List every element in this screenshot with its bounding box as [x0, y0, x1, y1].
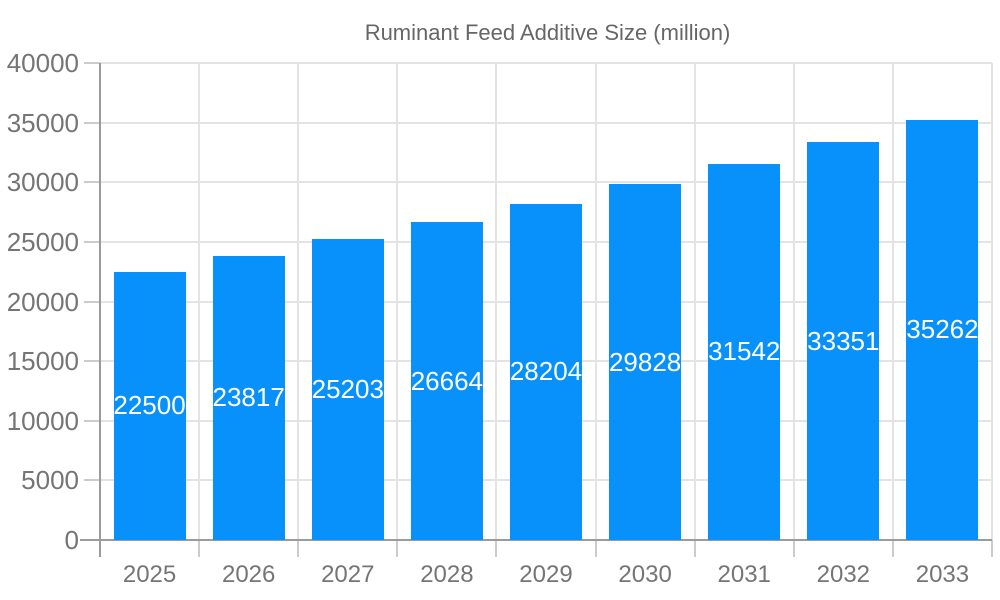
bar-value-label: 35262 — [906, 314, 979, 345]
x-axis-line — [80, 539, 992, 541]
x-tick-label: 2028 — [420, 561, 474, 588]
y-tick-label: 5000 — [21, 465, 79, 496]
x-tick-label: 2032 — [816, 561, 871, 588]
y-axis-tick — [84, 121, 100, 124]
y-axis-tick — [84, 240, 100, 243]
x-axis-tick — [891, 540, 894, 557]
legend-label: Ruminant Feed Additive Size (million) — [364, 20, 731, 45]
bar-value-label: 33351 — [807, 325, 880, 356]
bar[interactable]: 29828 — [609, 184, 681, 540]
x-axis-tick — [991, 540, 993, 557]
bar[interactable]: 23817 — [212, 255, 285, 540]
y-axis-tick — [84, 419, 100, 422]
grid-line-v — [792, 63, 795, 540]
grid-line-v — [396, 63, 399, 540]
y-tick-label: 15000 — [6, 346, 79, 377]
grid-line-h — [100, 62, 992, 64]
x-tick-label: 2025 — [122, 561, 177, 588]
y-tick-label: 40000 — [6, 48, 79, 78]
y-axis-tick — [84, 62, 100, 64]
x-tick-label: 2026 — [221, 561, 276, 588]
grid-line-v — [891, 63, 894, 540]
y-tick-label: 0 — [64, 525, 79, 555]
x-axis-tick — [198, 540, 201, 557]
x-axis-tick — [297, 540, 300, 557]
x-axis-tick — [396, 540, 399, 557]
grid-line-v — [198, 63, 201, 540]
x-tick-label: 2030 — [618, 561, 672, 588]
legend-item[interactable]: Ruminant Feed Additive Size (million) — [0, 19, 1000, 47]
x-tick-label: 2033 — [915, 561, 970, 588]
y-tick-label: 10000 — [6, 405, 79, 436]
x-tick-label: 2031 — [717, 561, 771, 588]
bar[interactable]: 22500 — [113, 271, 186, 540]
bar[interactable]: 25203 — [312, 239, 384, 540]
bar-value-label: 23817 — [212, 382, 285, 413]
y-tick-label: 30000 — [6, 167, 79, 198]
bar[interactable]: 35262 — [906, 119, 979, 540]
bar[interactable]: 33351 — [807, 142, 879, 540]
bar-value-label: 31542 — [708, 336, 781, 367]
y-axis-line — [99, 63, 101, 557]
grid-line-v — [594, 63, 597, 540]
y-tick-label: 35000 — [6, 107, 79, 138]
y-axis-tick — [84, 300, 100, 303]
bar-value-label: 29828 — [608, 346, 682, 377]
bar-value-label: 26664 — [410, 365, 484, 396]
y-tick-label: 20000 — [6, 286, 79, 317]
bar[interactable]: 31542 — [708, 163, 781, 540]
x-axis-tick — [594, 540, 597, 557]
bar-value-label: 25203 — [311, 374, 384, 405]
grid-line-h — [100, 181, 992, 184]
x-axis-tick — [495, 540, 498, 557]
bar[interactable]: 26664 — [411, 222, 483, 540]
bar[interactable]: 28204 — [509, 203, 583, 540]
x-axis-tick — [693, 540, 696, 557]
grid-line-v — [495, 63, 498, 540]
x-tick-label: 2029 — [519, 561, 573, 588]
y-axis-tick — [84, 479, 100, 482]
y-axis-tick — [84, 360, 100, 363]
grid-line-v — [297, 63, 300, 540]
grid-line-v — [991, 63, 993, 540]
x-axis-tick — [792, 540, 795, 557]
y-axis-tick — [84, 181, 100, 184]
y-tick-label: 25000 — [6, 226, 79, 257]
bar-value-label: 22500 — [113, 390, 186, 421]
grid-line-h — [100, 121, 992, 124]
x-tick-label: 2027 — [321, 561, 375, 588]
bar-value-label: 28204 — [509, 356, 583, 387]
grid-line-v — [693, 63, 696, 540]
